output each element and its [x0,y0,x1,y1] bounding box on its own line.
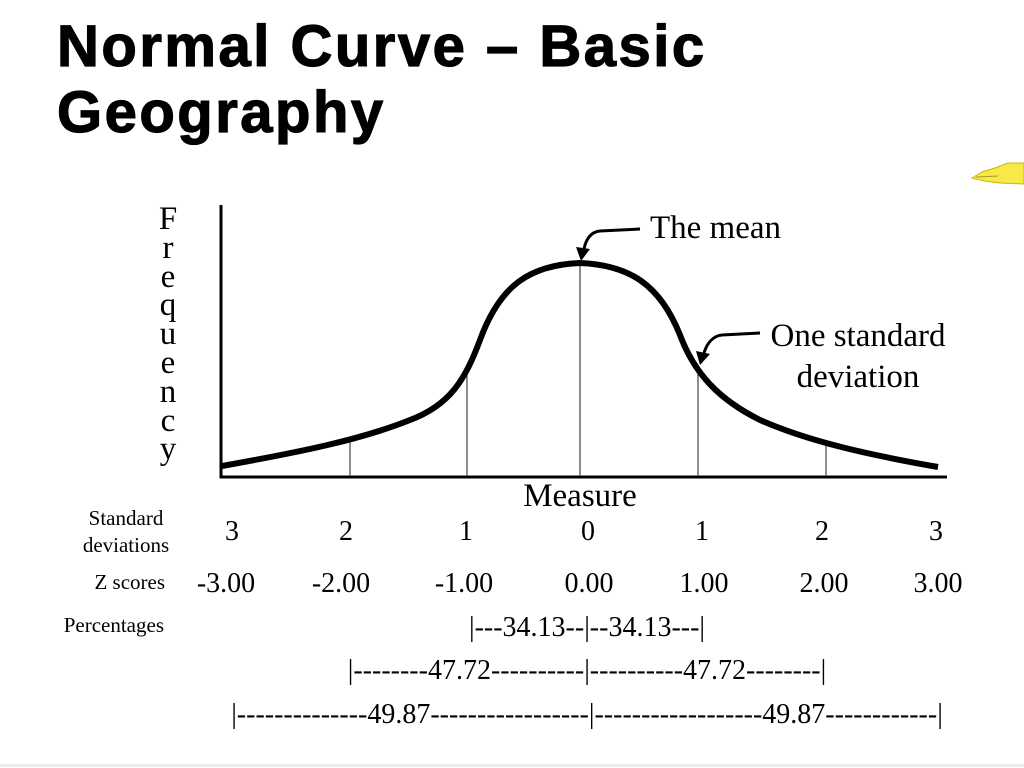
z-score-zero: 0.00 [564,568,614,599]
percentages-row-label: Percentages [63,613,164,637]
x-axis-label: Measure [523,478,637,514]
y-axis-label: Frequency [158,201,178,468]
z-score-plus-1: 1.00 [679,568,729,599]
percentage-bracket-3sd: |--------------49.87-----------------|--… [231,699,943,730]
sd-value-plus-1: 1 [695,516,709,547]
sd-value-minus-2: 2 [339,516,353,547]
slide-title-line-2: Geography [56,79,386,145]
sd-value-zero: 0 [581,516,595,547]
mean-arrow-head [576,247,590,261]
z-score-plus-2: 2.00 [799,568,849,599]
pencil-icon [970,162,1024,185]
sd-value-minus-1: 1 [459,516,473,547]
one-sd-arrow [696,331,761,365]
one-sd-arrow-head [696,351,710,365]
z-score-minus-2: -2.00 [311,568,371,599]
z-score-plus-3: 3.00 [913,568,963,599]
normal-curve [221,259,939,470]
one-sd-annotation: One standard deviation [770,318,946,395]
mean-arrow [576,227,641,261]
one-sd-arrow-shaft [702,331,761,354]
mean-arrow-shaft [582,227,641,250]
pencil-icon-body [970,162,1024,185]
mean-annotation: The mean [650,210,782,246]
pencil-icon-detail [975,175,999,178]
z-score-minus-1: -1.00 [434,568,494,599]
slide-title: Normal Curve – Basic Geography [56,13,707,146]
sd-value-plus-3: 3 [929,516,943,547]
percentage-bracket-1sd: |---34.13--|--34.13---| [468,612,706,643]
standard-deviations-row-label: Standard deviations [82,506,170,557]
sd-value-plus-2: 2 [815,516,829,547]
sd-value-minus-3: 3 [225,516,239,547]
percentage-bracket-2sd: |--------47.72----------|----------47.72… [347,655,827,686]
slide-bottom-rule [0,764,1024,767]
z-score-minus-3: -3.00 [196,568,256,599]
z-scores-row-label: Z scores [94,570,165,594]
slide-title-line-1: Normal Curve – Basic [56,13,707,79]
